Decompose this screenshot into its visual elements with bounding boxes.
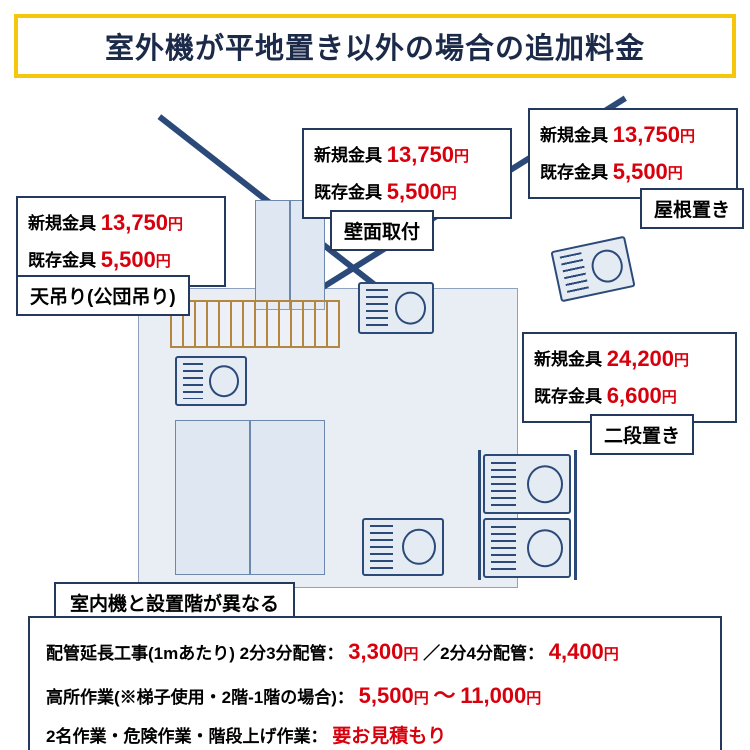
txt: 二段置き (604, 426, 680, 447)
lbl: 既存金具 (314, 183, 382, 202)
ac-ground-single (362, 518, 444, 576)
val: 13,750 (387, 142, 454, 167)
row: 新規金具 13,750円 (28, 204, 214, 241)
p: 5,500 (359, 683, 414, 708)
lbl: 既存金具 (540, 163, 608, 182)
y: 円 (414, 690, 429, 707)
label-roof: 屋根置き (640, 188, 744, 229)
row: 新規金具 13,750円 (314, 136, 500, 173)
p: 3,300 (348, 639, 403, 664)
title-bar: 室外機が平地置き以外の場合の追加料金 (14, 14, 736, 78)
tilde: ～ (433, 683, 455, 708)
txt: 壁面取付 (344, 222, 420, 243)
y: 円 (604, 646, 619, 663)
yen: 円 (442, 185, 457, 202)
label-suspended: 天吊り(公団吊り) (16, 275, 190, 316)
row: 既存金具 5,500円 (314, 173, 500, 210)
sep: ／2分4分配管： (423, 644, 544, 663)
row: 新規金具 13,750円 (540, 116, 726, 153)
balcony (170, 300, 340, 348)
p: 4,400 (549, 639, 604, 664)
row3: 2名作業・危険作業・階段上げ作業： 要お見積もり (46, 718, 704, 750)
row: 新規金具 24,200円 (534, 340, 725, 377)
val: 5,500 (101, 247, 156, 272)
yen: 円 (668, 165, 683, 182)
txt: 室内機と設置階が異なる (70, 594, 279, 615)
lbl: 既存金具 (534, 387, 602, 406)
val: 13,750 (101, 210, 168, 235)
txt: 天吊り(公団吊り) (30, 287, 176, 308)
txt: 屋根置き (654, 200, 730, 221)
row: 既存金具 5,500円 (540, 153, 726, 190)
val: 24,200 (607, 346, 674, 371)
row: 既存金具 6,600円 (534, 377, 725, 414)
yen: 円 (168, 216, 183, 233)
pricebox-roof: 新規金具 13,750円 既存金具 5,500円 (528, 108, 738, 199)
t: 2名作業・危険作業・階段上げ作業： (46, 727, 327, 746)
lbl: 既存金具 (28, 251, 96, 270)
ac-wall (358, 282, 434, 334)
p: 11,000 (460, 683, 526, 708)
t: 配管延長工事(1mあたり) 2分3分配管： (46, 644, 344, 663)
bottom-panel: 配管延長工事(1mあたり) 2分3分配管： 3,300円 ／2分4分配管： 4,… (28, 616, 722, 750)
val: 5,500 (387, 179, 442, 204)
attic-window-cross-v (289, 200, 291, 310)
yen: 円 (662, 389, 677, 406)
double-frame-l (478, 450, 481, 580)
row2: 高所作業(※梯子使用・2階-1階の場合)： 5,500円 ～ 11,000円 (46, 674, 704, 718)
ground-window-div (249, 420, 251, 575)
title-text: 室外機が平地置き以外の場合の追加料金 (105, 25, 645, 67)
label-double: 二段置き (590, 414, 694, 455)
r: 要お見積もり (332, 726, 446, 747)
ac-suspended (175, 356, 247, 406)
y: 円 (526, 690, 541, 707)
pricebox-wall: 新規金具 13,750円 既存金具 5,500円 (302, 128, 512, 219)
pricebox-suspended: 新規金具 13,750円 既存金具 5,500円 (16, 196, 226, 287)
val: 5,500 (613, 159, 668, 184)
yen: 円 (674, 352, 689, 369)
lbl: 新規金具 (28, 214, 96, 233)
row1: 配管延長工事(1mあたり) 2分3分配管： 3,300円 ／2分4分配管： 4,… (46, 630, 704, 674)
ac-double-bot (483, 518, 571, 578)
val: 6,600 (607, 383, 662, 408)
row: 既存金具 5,500円 (28, 241, 214, 278)
yen: 円 (156, 253, 171, 270)
ac-roof (550, 236, 635, 303)
t: 高所作業(※梯子使用・2階-1階の場合)： (46, 688, 354, 707)
val: 13,750 (613, 122, 680, 147)
pricebox-double: 新規金具 24,200円 既存金具 6,600円 (522, 332, 737, 423)
y: 円 (403, 646, 418, 663)
yen: 円 (680, 128, 695, 145)
double-frame-r (574, 450, 577, 580)
label-wall: 壁面取付 (330, 210, 434, 251)
lbl: 新規金具 (540, 126, 608, 145)
lbl: 新規金具 (534, 350, 602, 369)
ac-double-top (483, 454, 571, 514)
lbl: 新規金具 (314, 146, 382, 165)
infographic-root: 室外機が平地置き以外の場合の追加料金 新規金具 13,750円 既存金具 5,5… (0, 0, 750, 750)
yen: 円 (454, 148, 469, 165)
